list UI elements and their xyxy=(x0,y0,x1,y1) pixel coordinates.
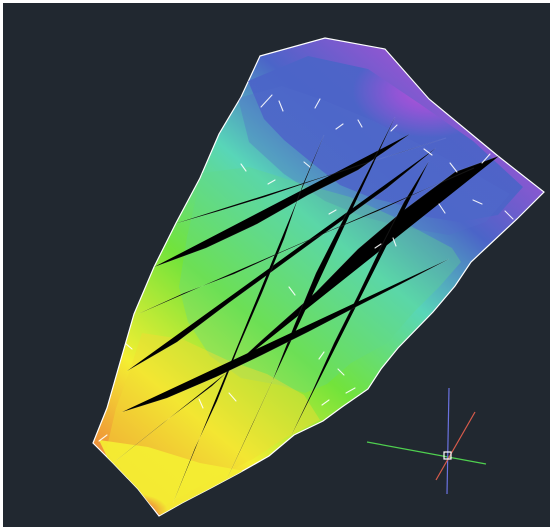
ucs-origin-marker xyxy=(443,451,452,460)
terrain-surface xyxy=(92,37,545,517)
ucs-z-axis xyxy=(435,411,476,481)
viewport-svg xyxy=(92,37,545,517)
cad-3d-viewport[interactable] xyxy=(3,3,550,527)
ucs-x-axis xyxy=(366,441,487,465)
ucs-y-axis xyxy=(446,387,450,495)
ucs-icon xyxy=(366,387,487,495)
